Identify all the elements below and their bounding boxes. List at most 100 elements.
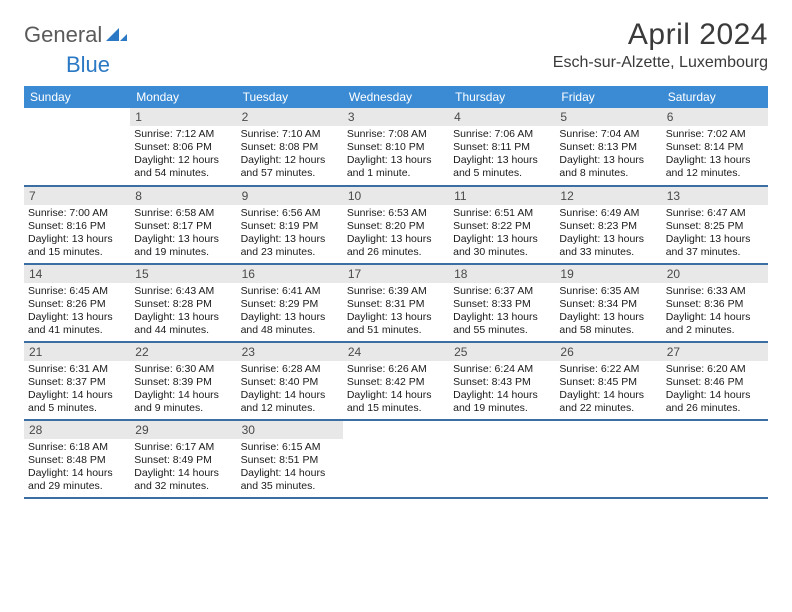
day-line-d1: Daylight: 14 hours xyxy=(134,467,232,480)
day-cell: 5Sunrise: 7:04 AMSunset: 8:13 PMDaylight… xyxy=(555,108,661,186)
day-cell: 10Sunrise: 6:53 AMSunset: 8:20 PMDayligh… xyxy=(343,186,449,264)
day-line-sr: Sunrise: 7:04 AM xyxy=(559,128,657,141)
day-details: Sunrise: 6:39 AMSunset: 8:31 PMDaylight:… xyxy=(343,283,449,340)
day-details: Sunrise: 6:41 AMSunset: 8:29 PMDaylight:… xyxy=(237,283,343,340)
brand-triangle-icon xyxy=(106,24,128,47)
day-line-ss: Sunset: 8:22 PM xyxy=(453,220,551,233)
day-line-d1: Daylight: 14 hours xyxy=(559,389,657,402)
day-line-d1: Daylight: 13 hours xyxy=(666,233,764,246)
day-line-sr: Sunrise: 6:22 AM xyxy=(559,363,657,376)
day-line-ss: Sunset: 8:29 PM xyxy=(241,298,339,311)
day-line-ss: Sunset: 8:06 PM xyxy=(134,141,232,154)
day-line-sr: Sunrise: 6:53 AM xyxy=(347,207,445,220)
day-line-d1: Daylight: 13 hours xyxy=(666,154,764,167)
day-line-ss: Sunset: 8:49 PM xyxy=(134,454,232,467)
week-row: 28Sunrise: 6:18 AMSunset: 8:48 PMDayligh… xyxy=(24,420,768,498)
day-details: Sunrise: 6:15 AMSunset: 8:51 PMDaylight:… xyxy=(237,439,343,496)
day-line-d1: Daylight: 13 hours xyxy=(559,311,657,324)
brand-general: General xyxy=(24,22,102,48)
day-line-ss: Sunset: 8:13 PM xyxy=(559,141,657,154)
day-cell: 26Sunrise: 6:22 AMSunset: 8:45 PMDayligh… xyxy=(555,342,661,420)
day-line-ss: Sunset: 8:23 PM xyxy=(559,220,657,233)
day-number: 29 xyxy=(130,421,236,439)
day-details: Sunrise: 6:31 AMSunset: 8:37 PMDaylight:… xyxy=(24,361,130,418)
day-details: Sunrise: 6:37 AMSunset: 8:33 PMDaylight:… xyxy=(449,283,555,340)
day-line-ss: Sunset: 8:08 PM xyxy=(241,141,339,154)
day-line-d2: and 12 minutes. xyxy=(666,167,764,180)
day-cell: 3Sunrise: 7:08 AMSunset: 8:10 PMDaylight… xyxy=(343,108,449,186)
day-line-sr: Sunrise: 6:20 AM xyxy=(666,363,764,376)
day-line-sr: Sunrise: 7:06 AM xyxy=(453,128,551,141)
day-line-ss: Sunset: 8:28 PM xyxy=(134,298,232,311)
day-number: 3 xyxy=(343,108,449,126)
day-line-sr: Sunrise: 6:30 AM xyxy=(134,363,232,376)
day-number: 8 xyxy=(130,187,236,205)
day-cell: 12Sunrise: 6:49 AMSunset: 8:23 PMDayligh… xyxy=(555,186,661,264)
week-row: 14Sunrise: 6:45 AMSunset: 8:26 PMDayligh… xyxy=(24,264,768,342)
day-line-ss: Sunset: 8:40 PM xyxy=(241,376,339,389)
day-line-sr: Sunrise: 6:33 AM xyxy=(666,285,764,298)
day-number: 26 xyxy=(555,343,661,361)
day-line-ss: Sunset: 8:14 PM xyxy=(666,141,764,154)
day-cell: 9Sunrise: 6:56 AMSunset: 8:19 PMDaylight… xyxy=(237,186,343,264)
day-line-d1: Daylight: 12 hours xyxy=(241,154,339,167)
day-line-d1: Daylight: 14 hours xyxy=(134,389,232,402)
day-details: Sunrise: 7:04 AMSunset: 8:13 PMDaylight:… xyxy=(555,126,661,183)
day-details: Sunrise: 6:47 AMSunset: 8:25 PMDaylight:… xyxy=(662,205,768,262)
day-line-d1: Daylight: 13 hours xyxy=(347,154,445,167)
day-line-sr: Sunrise: 6:17 AM xyxy=(134,441,232,454)
day-line-d2: and 30 minutes. xyxy=(453,246,551,259)
day-line-sr: Sunrise: 7:10 AM xyxy=(241,128,339,141)
day-line-sr: Sunrise: 6:35 AM xyxy=(559,285,657,298)
day-line-ss: Sunset: 8:17 PM xyxy=(134,220,232,233)
day-cell: 8Sunrise: 6:58 AMSunset: 8:17 PMDaylight… xyxy=(130,186,236,264)
day-line-d1: Daylight: 14 hours xyxy=(347,389,445,402)
day-line-d1: Daylight: 14 hours xyxy=(241,389,339,402)
day-line-sr: Sunrise: 6:26 AM xyxy=(347,363,445,376)
day-line-d2: and 15 minutes. xyxy=(347,402,445,415)
day-line-d2: and 54 minutes. xyxy=(134,167,232,180)
day-line-ss: Sunset: 8:33 PM xyxy=(453,298,551,311)
brand-logo: General xyxy=(24,18,130,48)
day-line-sr: Sunrise: 6:39 AM xyxy=(347,285,445,298)
day-line-ss: Sunset: 8:36 PM xyxy=(666,298,764,311)
week-row: 21Sunrise: 6:31 AMSunset: 8:37 PMDayligh… xyxy=(24,342,768,420)
day-details: Sunrise: 6:45 AMSunset: 8:26 PMDaylight:… xyxy=(24,283,130,340)
day-line-sr: Sunrise: 6:15 AM xyxy=(241,441,339,454)
day-line-d1: Daylight: 13 hours xyxy=(347,233,445,246)
location-label: Esch-sur-Alzette, Luxembourg xyxy=(553,54,768,72)
day-line-d2: and 15 minutes. xyxy=(28,246,126,259)
day-line-d2: and 5 minutes. xyxy=(28,402,126,415)
day-line-ss: Sunset: 8:51 PM xyxy=(241,454,339,467)
day-line-ss: Sunset: 8:31 PM xyxy=(347,298,445,311)
day-cell: 30Sunrise: 6:15 AMSunset: 8:51 PMDayligh… xyxy=(237,420,343,498)
day-number: 4 xyxy=(449,108,555,126)
day-number: 24 xyxy=(343,343,449,361)
day-number: 14 xyxy=(24,265,130,283)
day-cell: 17Sunrise: 6:39 AMSunset: 8:31 PMDayligh… xyxy=(343,264,449,342)
day-line-sr: Sunrise: 6:56 AM xyxy=(241,207,339,220)
day-cell: 25Sunrise: 6:24 AMSunset: 8:43 PMDayligh… xyxy=(449,342,555,420)
day-number: 2 xyxy=(237,108,343,126)
calendar-page: General April 2024 Esch-sur-Alzette, Lux… xyxy=(0,0,792,499)
day-line-sr: Sunrise: 6:51 AM xyxy=(453,207,551,220)
day-cell: 11Sunrise: 6:51 AMSunset: 8:22 PMDayligh… xyxy=(449,186,555,264)
day-details: Sunrise: 6:20 AMSunset: 8:46 PMDaylight:… xyxy=(662,361,768,418)
day-line-d1: Daylight: 14 hours xyxy=(453,389,551,402)
day-line-d2: and 32 minutes. xyxy=(134,480,232,493)
day-cell: 18Sunrise: 6:37 AMSunset: 8:33 PMDayligh… xyxy=(449,264,555,342)
weekday-header: Monday xyxy=(130,86,236,108)
day-number: 5 xyxy=(555,108,661,126)
day-number: 13 xyxy=(662,187,768,205)
day-number: 20 xyxy=(662,265,768,283)
day-line-d2: and 44 minutes. xyxy=(134,324,232,337)
day-line-sr: Sunrise: 6:31 AM xyxy=(28,363,126,376)
day-cell xyxy=(449,420,555,498)
day-line-ss: Sunset: 8:16 PM xyxy=(28,220,126,233)
day-line-d1: Daylight: 14 hours xyxy=(666,311,764,324)
day-line-d1: Daylight: 13 hours xyxy=(28,311,126,324)
day-details: Sunrise: 6:53 AMSunset: 8:20 PMDaylight:… xyxy=(343,205,449,262)
weekday-header: Friday xyxy=(555,86,661,108)
weekday-header: Tuesday xyxy=(237,86,343,108)
day-cell: 13Sunrise: 6:47 AMSunset: 8:25 PMDayligh… xyxy=(662,186,768,264)
